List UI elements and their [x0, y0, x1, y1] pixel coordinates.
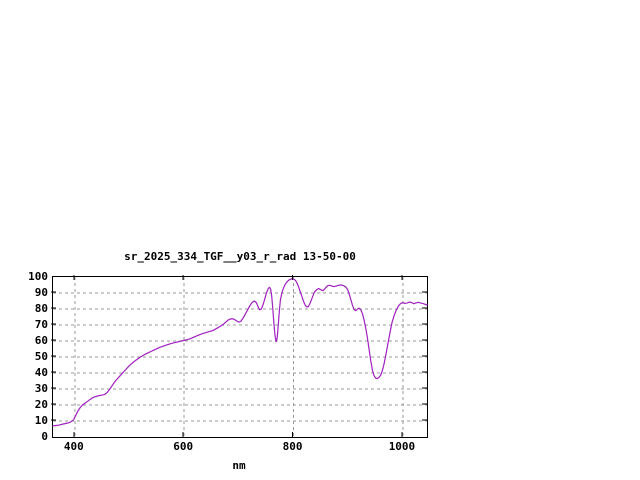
- x-tick-label: 800: [282, 440, 303, 453]
- plot-frame: [52, 276, 428, 438]
- y-tick-label: 60: [34, 334, 48, 347]
- axis-ticks: [51, 275, 427, 437]
- spectrum-curve: [52, 278, 428, 427]
- y-tick-label: 80: [34, 302, 48, 315]
- y-tick-label: 20: [34, 398, 48, 411]
- x-axis-title: nm: [232, 459, 246, 472]
- y-tick-label: 90: [34, 286, 48, 299]
- y-axis-tick-labels: 100 90 80 70 60 50 40 30 20 10 0: [14, 271, 48, 442]
- y-tick-label: 0: [41, 430, 48, 443]
- chart-title: sr_2025_334_TGF__y03_r_rad 13-50-00: [124, 250, 356, 263]
- y-tick-label: 10: [34, 414, 48, 427]
- x-tick-label: 600: [173, 440, 194, 453]
- x-axis-tick-labels: 400 600 800 1000: [52, 441, 426, 457]
- y-tick-label: 40: [34, 366, 48, 379]
- y-tick-label: 50: [34, 350, 48, 363]
- x-tick-label: 1000: [388, 440, 416, 453]
- y-tick-label: 100: [28, 270, 48, 283]
- y-tick-label: 30: [34, 382, 48, 395]
- x-tick-label: 400: [63, 440, 84, 453]
- grid-lines: [53, 277, 427, 437]
- y-tick-label: 70: [34, 318, 48, 331]
